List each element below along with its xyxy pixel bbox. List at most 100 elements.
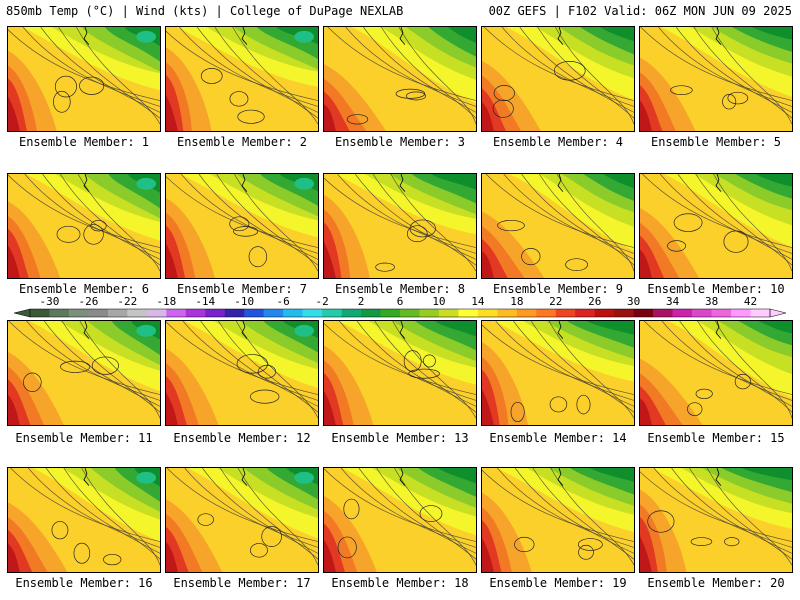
colorbar-tick-label: 18	[510, 295, 524, 308]
colorbar-swatch	[30, 309, 50, 317]
colorbar-swatch	[555, 309, 576, 317]
ensemble-member-map	[481, 320, 635, 426]
colorbar-swatch	[633, 309, 654, 317]
ensemble-member-caption: Ensemble Member: 7	[176, 282, 308, 296]
ensemble-member-map	[323, 467, 477, 573]
colorbar-swatch	[185, 309, 206, 317]
colorbar-tick-label: 2	[357, 295, 365, 308]
colorbar-tick-label: -14	[195, 295, 216, 308]
temperature-field-map	[640, 27, 792, 131]
colorbar-swatch	[302, 309, 323, 317]
ensemble-member-map	[165, 26, 319, 132]
ensemble-member-map	[323, 320, 477, 426]
colorbar-arrow-right	[769, 308, 787, 318]
colorbar-tick-label: -6	[276, 295, 290, 308]
colorbar-swatch	[361, 309, 381, 317]
colorbar-swatch	[672, 309, 693, 317]
temperature-field-map	[8, 468, 160, 572]
ensemble-member-map	[639, 320, 793, 426]
colorbar-swatch	[380, 309, 401, 317]
temperature-field-map	[640, 174, 792, 278]
colorbar-tick-label: 42	[743, 295, 758, 308]
colorbar-swatch	[614, 309, 634, 317]
temperature-field-map	[324, 468, 476, 572]
ensemble-member-caption: Ensemble Member: 1	[18, 135, 150, 149]
ensemble-member-caption: Ensemble Member: 9	[492, 282, 624, 296]
ensemble-member-caption: Ensemble Member: 3	[334, 135, 466, 149]
model-valid-time: 00Z GEFS | F102 Valid: 06Z MON JUN 09 20…	[488, 4, 792, 18]
colorbar-tick-label: 14	[471, 295, 485, 308]
ensemble-member-caption: Ensemble Member: 2	[176, 135, 308, 149]
map-title: 850mb Temp (°C) | Wind (kts) | College o…	[6, 4, 404, 18]
ensemble-member-map	[165, 320, 319, 426]
colorbar-swatch	[68, 309, 89, 317]
colorbar-swatch	[438, 309, 459, 317]
ensemble-member-caption: Ensemble Member: 15	[647, 431, 785, 445]
ensemble-member-map	[165, 467, 319, 573]
temperature-field-map	[166, 321, 318, 425]
ensemble-member-caption: Ensemble Member: 4	[492, 135, 624, 149]
temperature-field-map	[8, 27, 160, 131]
colorbar-swatch	[477, 309, 498, 317]
ensemble-member-caption: Ensemble Member: 19	[489, 576, 627, 590]
temperature-field-map	[640, 468, 792, 572]
temperature-field-map	[482, 174, 634, 278]
colorbar-swatch	[575, 309, 596, 317]
temperature-field-map	[8, 174, 160, 278]
temperature-field-map	[8, 321, 160, 425]
temperature-field-map	[324, 321, 476, 425]
colorbar-swatch	[458, 309, 479, 317]
colorbar-swatch	[731, 309, 751, 317]
colorbar-swatch	[263, 309, 284, 317]
ensemble-member-caption: Ensemble Member: 5	[650, 135, 782, 149]
ensemble-member-map	[7, 320, 161, 426]
ensemble-member-caption: Ensemble Member: 18	[331, 576, 469, 590]
ensemble-member-caption: Ensemble Member: 10	[647, 282, 785, 296]
ensemble-member-caption: Ensemble Member: 14	[489, 431, 627, 445]
temperature-field-map	[482, 27, 634, 131]
colorbar-swatch	[594, 309, 615, 317]
colorbar-swatch	[283, 309, 303, 317]
colorbar-tick-label: -2	[315, 295, 329, 308]
colorbar-swatch	[341, 309, 362, 317]
colorbar-swatch	[516, 309, 537, 317]
colorbar-tick-label: -18	[156, 295, 177, 308]
colorbar-swatch	[400, 309, 420, 317]
ensemble-member-caption: Ensemble Member: 16	[15, 576, 153, 590]
colorbar-tick-label: 22	[549, 295, 563, 308]
colorbar-swatch	[205, 309, 226, 317]
colorbar-frame	[29, 308, 771, 318]
temperature-field-map	[166, 27, 318, 131]
temperature-field-map	[482, 321, 634, 425]
ensemble-member-map	[7, 467, 161, 573]
temperature-field-map	[482, 468, 634, 572]
colorbar-swatch	[653, 309, 673, 317]
colorbar-swatch	[127, 309, 148, 317]
ensemble-member-map	[323, 26, 477, 132]
colorbar-swatch	[497, 309, 518, 317]
temperature-field-map	[166, 174, 318, 278]
ensemble-member-map	[7, 173, 161, 279]
temperature-field-map	[640, 321, 792, 425]
colorbar-swatch	[166, 309, 187, 317]
colorbar-swatch	[692, 309, 712, 317]
temperature-field-map	[166, 468, 318, 572]
colorbar-swatch	[322, 309, 342, 317]
colorbar-swatch	[49, 309, 70, 317]
colorbar-tick-label: 30	[627, 295, 641, 308]
ensemble-member-caption: Ensemble Member: 13	[331, 431, 469, 445]
ensemble-member-caption: Ensemble Member: 20	[647, 576, 785, 590]
ensemble-member-caption: Ensemble Member: 6	[18, 282, 150, 296]
ensemble-member-map	[639, 26, 793, 132]
colorbar-swatch	[146, 309, 167, 317]
colorbar-tick-label: 38	[704, 295, 719, 308]
ensemble-member-map	[481, 173, 635, 279]
colorbar-tick-label: -10	[234, 295, 255, 308]
colorbar-swatch	[224, 309, 245, 317]
temperature-field-map	[324, 27, 476, 131]
ensemble-member-map	[7, 26, 161, 132]
ensemble-member-caption: Ensemble Member: 12	[173, 431, 311, 445]
colorbar-swatch	[711, 309, 732, 317]
colorbar-tick-label: 6	[396, 295, 404, 308]
ensemble-member-map	[639, 173, 793, 279]
